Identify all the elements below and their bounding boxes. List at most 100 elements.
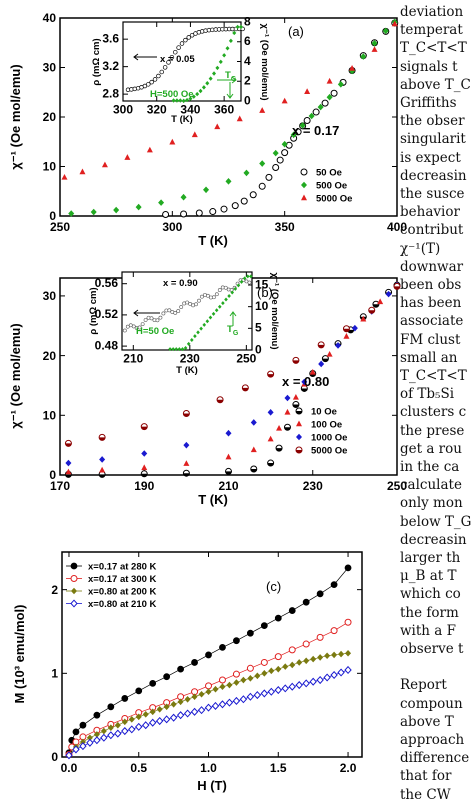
inset-b-chi-point-2 bbox=[174, 347, 179, 352]
c-series-1-point-22 bbox=[344, 618, 352, 626]
inset-b-rho-point-34 bbox=[223, 285, 228, 290]
inset-b-rho-point-12 bbox=[158, 315, 163, 320]
c-series-2-point-26 bbox=[247, 675, 254, 682]
text-line: Griffiths bbox=[400, 95, 457, 111]
panel-b-inset-field: H=50 Oe bbox=[136, 326, 174, 337]
inset-b-chi-point-10 bbox=[199, 326, 203, 331]
c-series-1-point-19 bbox=[302, 640, 310, 648]
a-series-0-point-9 bbox=[265, 173, 273, 181]
c-legend-marker-3 bbox=[70, 599, 78, 608]
a-series-2-point-7 bbox=[214, 123, 221, 130]
inset-b-chi-point-23 bbox=[239, 279, 244, 284]
inset-a-chi-point-15 bbox=[222, 53, 227, 58]
c-series-0-point-19 bbox=[302, 598, 310, 606]
c-series-0-point-17 bbox=[274, 614, 282, 622]
inset-b-chi-point-22 bbox=[236, 283, 241, 288]
c-series-1-point-12 bbox=[205, 682, 213, 690]
right-text-column: deviation temperat T_C<T<T signals t above T… bbox=[398, 0, 474, 810]
b-series-1-point-14 bbox=[360, 315, 367, 322]
inset-a-chi-point-1 bbox=[174, 98, 179, 103]
panel-b-xlabel: T (K) bbox=[198, 492, 228, 507]
panel-c-frame bbox=[61, 551, 363, 758]
a-legend-label-2: 5000 Oe bbox=[316, 194, 352, 205]
b-series-0-point-7-fill bbox=[276, 448, 283, 452]
inset-b-rho-point-0 bbox=[122, 328, 127, 333]
c-series-2-point-37 bbox=[324, 652, 331, 660]
text-line: signals t bbox=[400, 58, 458, 75]
text-line: observe t bbox=[400, 641, 464, 657]
b-series-0-point-8-fill bbox=[284, 427, 291, 431]
panel-a-inset: 300 320 340 360 2.8 3.2 3.6 0 2 4 6 8 x = 0.05 H=50… bbox=[91, 14, 270, 125]
c-series-1-point-21 bbox=[330, 627, 338, 635]
c-series-2-point-5 bbox=[100, 727, 107, 735]
text-line: Report bbox=[400, 677, 447, 694]
inset-b-chi-point-9 bbox=[196, 330, 200, 335]
c-series-0-point-21 bbox=[330, 581, 338, 589]
c-series-3-point-35 bbox=[309, 677, 317, 686]
a-series-0-point-19 bbox=[321, 99, 329, 107]
b-series-0-point-1-fill bbox=[99, 474, 106, 478]
inset-a-chi-point-6 bbox=[191, 94, 196, 99]
inset-a-rho-point-17 bbox=[183, 37, 188, 43]
x-tick-label-0: 250 bbox=[50, 220, 70, 234]
inset-b-rho-point-42 bbox=[247, 280, 252, 285]
c-series-0-point-2 bbox=[72, 728, 80, 736]
c-series-1-point-18 bbox=[288, 646, 296, 654]
inset-b-rho-point-9 bbox=[149, 316, 154, 321]
a-series-0-point-8 bbox=[258, 182, 266, 190]
y-tick-label-0: 0 bbox=[51, 750, 58, 764]
a-series-1-point-8 bbox=[243, 169, 250, 177]
a-series-0-point-3 bbox=[209, 208, 217, 216]
inset-a-rho-point-9 bbox=[156, 73, 161, 79]
b-series-3-point-5 bbox=[241, 384, 249, 392]
b-series-2-point-3 bbox=[183, 441, 190, 449]
a-series-1-point-19 bbox=[360, 53, 367, 60]
c-series-3-point-0 bbox=[65, 751, 73, 760]
inset-b-rho-point-19 bbox=[179, 305, 184, 309]
a-series-0-point-0 bbox=[162, 211, 170, 219]
c-series-2-point-8 bbox=[121, 718, 128, 726]
c-series-3-point-31 bbox=[281, 684, 289, 693]
text-line: calculate bbox=[400, 477, 462, 494]
inset-b-rho-point-17 bbox=[173, 311, 178, 315]
a-legend-marker-1 bbox=[301, 181, 307, 189]
panel-c-data bbox=[65, 564, 352, 760]
inset-b-chi-point-25 bbox=[245, 274, 250, 279]
text-line: behavior bbox=[400, 204, 460, 221]
text-line: that for bbox=[400, 768, 452, 785]
x-tick-label-1: 300 bbox=[162, 220, 182, 234]
a-series-1-point-3 bbox=[135, 203, 142, 211]
text-line: downwar bbox=[400, 258, 464, 275]
c-series-3-point-9 bbox=[128, 725, 136, 734]
c-series-3-point-26 bbox=[246, 692, 255, 701]
b-series-1-point-3 bbox=[183, 460, 190, 466]
a-series-0-point-18 bbox=[312, 108, 320, 116]
b-series-3-point-1-fill bbox=[99, 437, 106, 441]
x-tick-label-0: 170 bbox=[50, 479, 70, 493]
y-tick-label-0: 0 bbox=[49, 209, 56, 223]
c-series-2-point-2 bbox=[79, 738, 86, 746]
text-line: the obser bbox=[400, 113, 465, 130]
a-series-1-point-21 bbox=[382, 27, 389, 35]
inset-b-rtick-label-3: 15 bbox=[255, 277, 269, 291]
b-series-3-point-8-fill bbox=[318, 344, 325, 348]
c-series-3-point-12 bbox=[149, 718, 157, 727]
b-series-3-point-7-fill bbox=[292, 360, 299, 364]
a-series-2-point-10 bbox=[281, 97, 288, 104]
b-series-0-point-16-fill bbox=[372, 304, 379, 308]
panel-b-inset-frame bbox=[121, 271, 253, 351]
c-series-2-point-22 bbox=[219, 683, 226, 691]
c-series-3-point-38 bbox=[330, 670, 338, 680]
c-series-2-point-15 bbox=[170, 700, 177, 708]
b-series-0-point-12-fill bbox=[322, 358, 329, 362]
inset-b-rho-point-21 bbox=[185, 300, 190, 305]
b-series-3-point-2-fill bbox=[141, 426, 148, 430]
inset-b-rho-point-26 bbox=[200, 294, 204, 299]
x-tick-label-0: 210 bbox=[123, 352, 143, 366]
c-series-3-point-28 bbox=[260, 689, 269, 698]
text-line: with a F bbox=[400, 622, 456, 639]
x-tick-label-3: 1.5 bbox=[270, 761, 287, 775]
inset-a-chi-point-0 bbox=[171, 98, 176, 103]
c-series-2-point-36 bbox=[317, 654, 324, 661]
c-series-2-point-40 bbox=[345, 649, 352, 657]
